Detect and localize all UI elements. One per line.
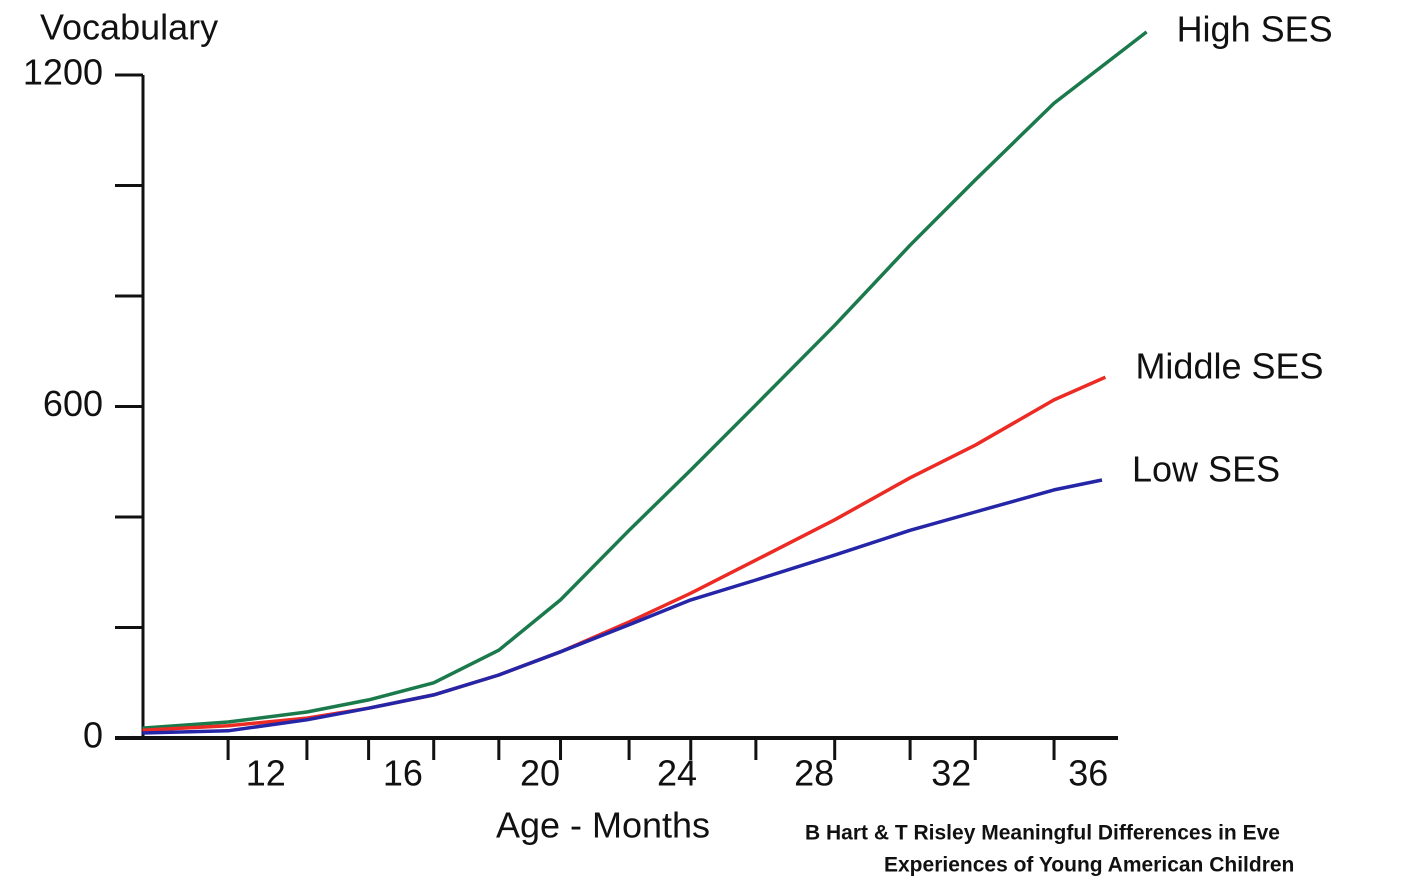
series-line bbox=[142, 30, 1148, 730]
x-tick-label: 16 bbox=[383, 753, 423, 794]
series-line bbox=[142, 478, 1103, 735]
chart-title: Vocabulary bbox=[40, 7, 218, 48]
x-tick-label: 12 bbox=[246, 753, 286, 794]
y-tick-label: 1200 bbox=[23, 52, 103, 93]
source-line: B Hart & T Risley Meaningful Differences… bbox=[805, 822, 1280, 845]
x-tick-label: 24 bbox=[657, 753, 697, 794]
y-tick-label: 0 bbox=[83, 715, 103, 756]
series-line bbox=[142, 375, 1107, 733]
x-tick-label: 28 bbox=[794, 753, 834, 794]
series-label: Middle SES bbox=[1135, 346, 1323, 387]
x-tick-label: 36 bbox=[1068, 753, 1108, 794]
series-label: High SES bbox=[1177, 8, 1333, 49]
x-tick-label: 32 bbox=[931, 753, 971, 794]
y-tick-label: 600 bbox=[43, 383, 103, 424]
x-tick-label: 20 bbox=[520, 753, 560, 794]
series-label: Low SES bbox=[1132, 448, 1280, 489]
source-line: Experiences of Young American Children bbox=[884, 854, 1294, 877]
x-axis-label: Age - Months bbox=[496, 805, 710, 846]
